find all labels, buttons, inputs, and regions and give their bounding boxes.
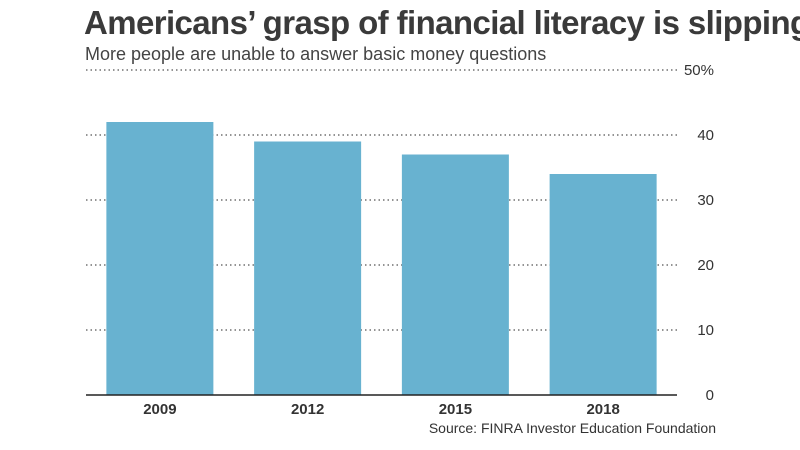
- bar-2012: [254, 141, 362, 395]
- x-category-label: 2009: [143, 401, 176, 418]
- source-note: Source: FINRA Investor Education Foundat…: [428, 420, 716, 436]
- bar-2015: [401, 154, 509, 395]
- bar-2018: [549, 174, 657, 395]
- x-axis-categories: 2009 2012 2015 2018: [143, 401, 620, 418]
- x-category-label: 2018: [586, 401, 619, 418]
- y-tick-label: 50%: [684, 62, 714, 79]
- x-category-label: 2015: [439, 401, 472, 418]
- bar-2009: [106, 122, 214, 395]
- bars: [106, 122, 657, 395]
- y-tick-label: 30: [697, 192, 714, 209]
- y-tick-label: 40: [697, 127, 714, 144]
- x-category-label: 2012: [291, 401, 324, 418]
- chart-title: Americans’ grasp of financial literacy i…: [84, 4, 800, 41]
- y-tick-label: 10: [697, 322, 714, 339]
- chart-subtitle: More people are unable to answer basic m…: [85, 44, 547, 64]
- y-tick-label: 0: [706, 387, 714, 404]
- y-tick-label: 20: [697, 257, 714, 274]
- y-axis-ticks: 0 10 20 30 40 50%: [684, 62, 714, 404]
